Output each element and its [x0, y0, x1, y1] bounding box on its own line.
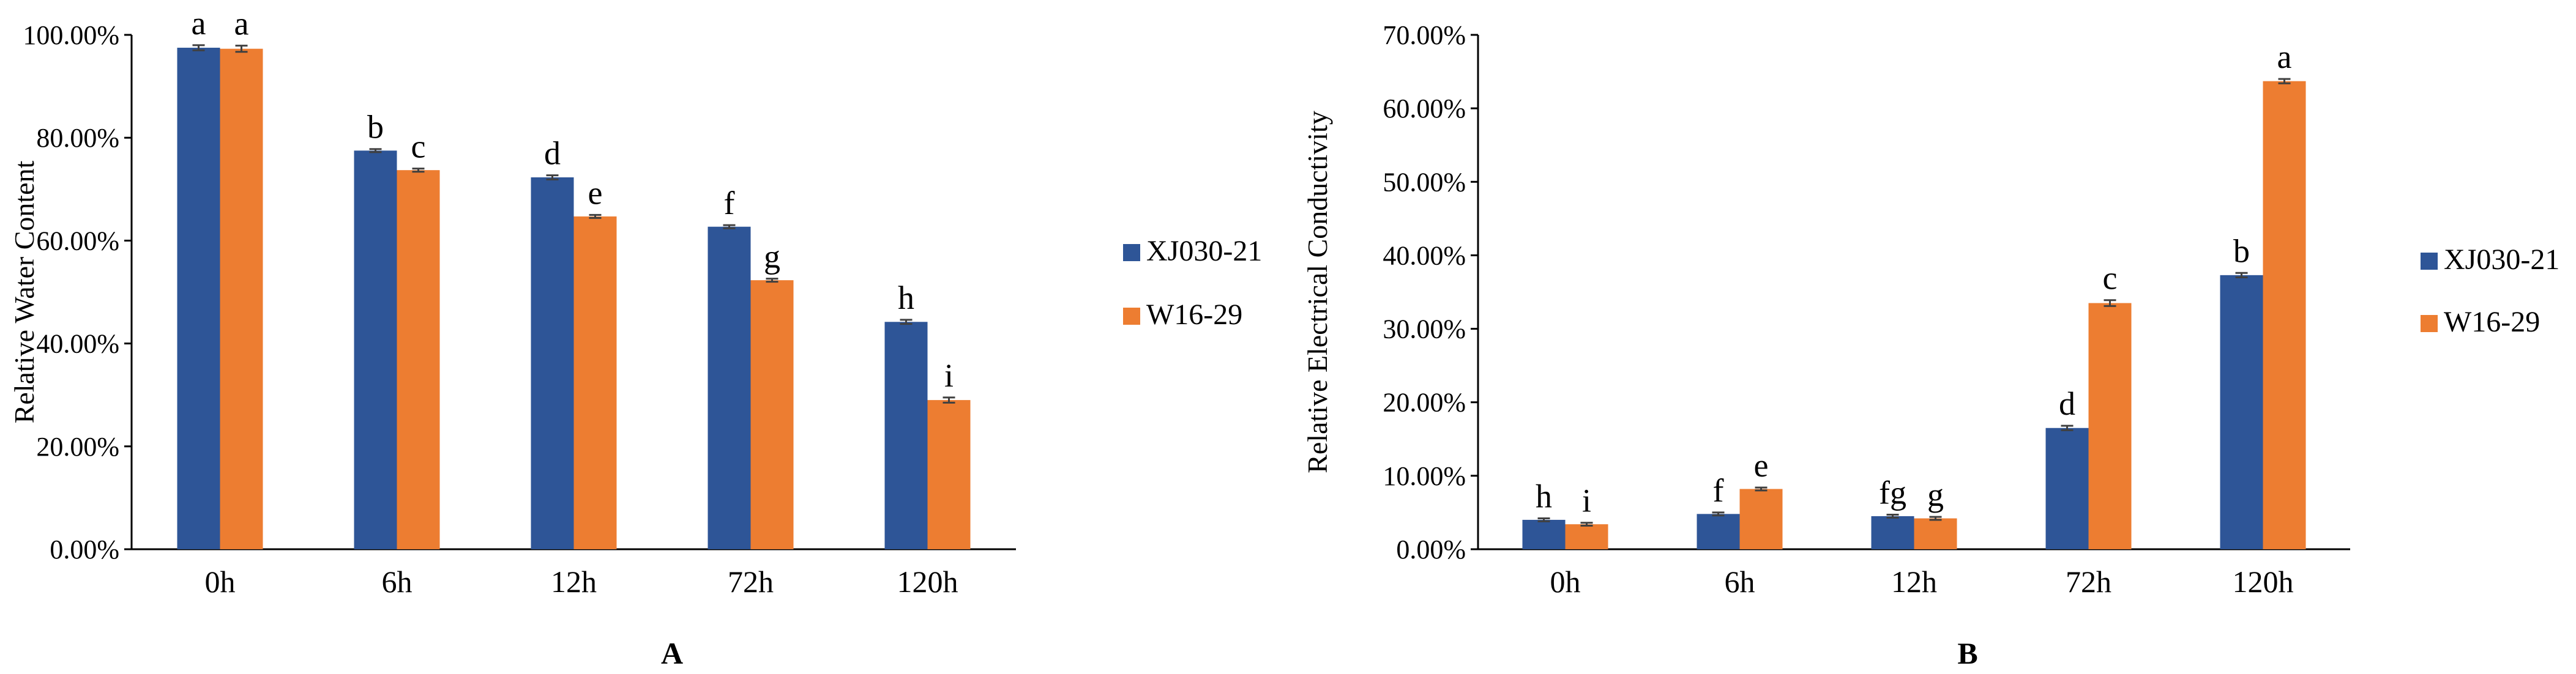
bar	[1914, 518, 1957, 549]
significance-label: e	[1754, 447, 1769, 484]
x-tick-label: 72h	[728, 565, 774, 599]
bar	[2088, 303, 2132, 549]
legend-swatch	[1123, 308, 1140, 325]
y-tick-label: 30.00%	[1383, 314, 1466, 344]
y-tick-label: 40.00%	[1383, 240, 1466, 270]
legend-swatch	[2421, 315, 2438, 332]
panel-label: B	[1957, 636, 1977, 670]
bar	[927, 400, 971, 549]
y-axis-title: Relative Water Content	[9, 160, 40, 423]
significance-label: i	[1582, 483, 1591, 519]
panel-label: A	[661, 636, 683, 670]
significance-label: f	[1713, 472, 1724, 509]
x-tick-label: 120h	[897, 565, 958, 599]
bar	[2263, 81, 2306, 549]
significance-label: e	[588, 174, 603, 211]
bar	[397, 170, 440, 550]
y-tick-label: 0.00%	[1396, 535, 1466, 565]
significance-label: a	[192, 5, 206, 42]
bar	[2045, 428, 2089, 549]
significance-label: g	[764, 239, 780, 275]
bar	[2220, 275, 2263, 549]
bar	[220, 48, 263, 549]
bar	[884, 322, 928, 549]
significance-label: b	[367, 109, 384, 146]
legend-swatch	[1123, 244, 1140, 261]
significance-label: a	[234, 6, 249, 42]
significance-label: b	[2233, 232, 2250, 269]
bar	[750, 280, 794, 549]
significance-label: fg	[1879, 475, 1906, 511]
x-tick-label: 0h	[205, 565, 236, 599]
y-tick-label: 10.00%	[1383, 461, 1466, 491]
bar	[1739, 489, 1783, 549]
bar	[573, 216, 617, 549]
x-tick-label: 12h	[1891, 565, 1937, 599]
bar	[707, 226, 751, 549]
y-tick-label: 40.00%	[36, 329, 119, 359]
legend-swatch	[2421, 253, 2438, 270]
x-tick-label: 12h	[551, 565, 597, 599]
significance-label: c	[2103, 260, 2118, 297]
bar	[177, 48, 220, 549]
y-tick-label: 20.00%	[36, 432, 119, 462]
x-tick-label: 120h	[2233, 565, 2294, 599]
legend: XJ030-21 W16-29	[1123, 235, 1262, 331]
significance-label: h	[898, 280, 914, 316]
y-tick-label: 80.00%	[36, 123, 119, 153]
significance-label: d	[544, 135, 561, 172]
bar	[1697, 514, 1740, 549]
bar	[531, 177, 574, 549]
significance-label: d	[2059, 385, 2075, 422]
legend-label: W16-29	[1146, 298, 1242, 331]
significance-label: i	[944, 357, 954, 394]
legend-label: W16-29	[2444, 306, 2540, 338]
x-tick-label: 6h	[382, 565, 413, 599]
legend: XJ030-21 W16-29	[2421, 243, 2559, 338]
significance-label: h	[1536, 478, 1552, 515]
significance-label: c	[411, 128, 426, 165]
bar	[1871, 516, 1914, 549]
y-tick-label: 60.00%	[1383, 94, 1466, 124]
legend-label: XJ030-21	[1146, 235, 1262, 267]
legend-label: XJ030-21	[2444, 243, 2559, 276]
x-tick-label: 0h	[1550, 565, 1581, 599]
bar	[1565, 524, 1608, 549]
bar	[354, 150, 397, 550]
y-tick-label: 0.00%	[50, 535, 119, 565]
chart-panel-a: 0.00% 20.00% 40.00% 60.00% 80.00% 100.00% Rela…	[9, 5, 1262, 670]
y-tick-label: 100.00%	[23, 20, 119, 50]
y-tick-label: 20.00%	[1383, 388, 1466, 418]
significance-label: a	[2277, 39, 2292, 75]
bar	[1522, 519, 1566, 549]
y-tick-label: 50.00%	[1383, 167, 1466, 197]
significance-label: g	[1927, 476, 1944, 513]
y-tick-label: 60.00%	[36, 226, 119, 256]
y-axis-title: Relative Electrical Conductivity	[1302, 111, 1333, 473]
y-tick-label: 70.00%	[1383, 20, 1466, 50]
significance-label: f	[724, 185, 735, 221]
x-tick-label: 6h	[1725, 565, 1755, 599]
x-tick-label: 72h	[2066, 565, 2111, 599]
chart-panel-b: 0.00% 10.00% 20.00% 30.00% 40.00% 50.00% 60.00…	[1302, 20, 2559, 670]
